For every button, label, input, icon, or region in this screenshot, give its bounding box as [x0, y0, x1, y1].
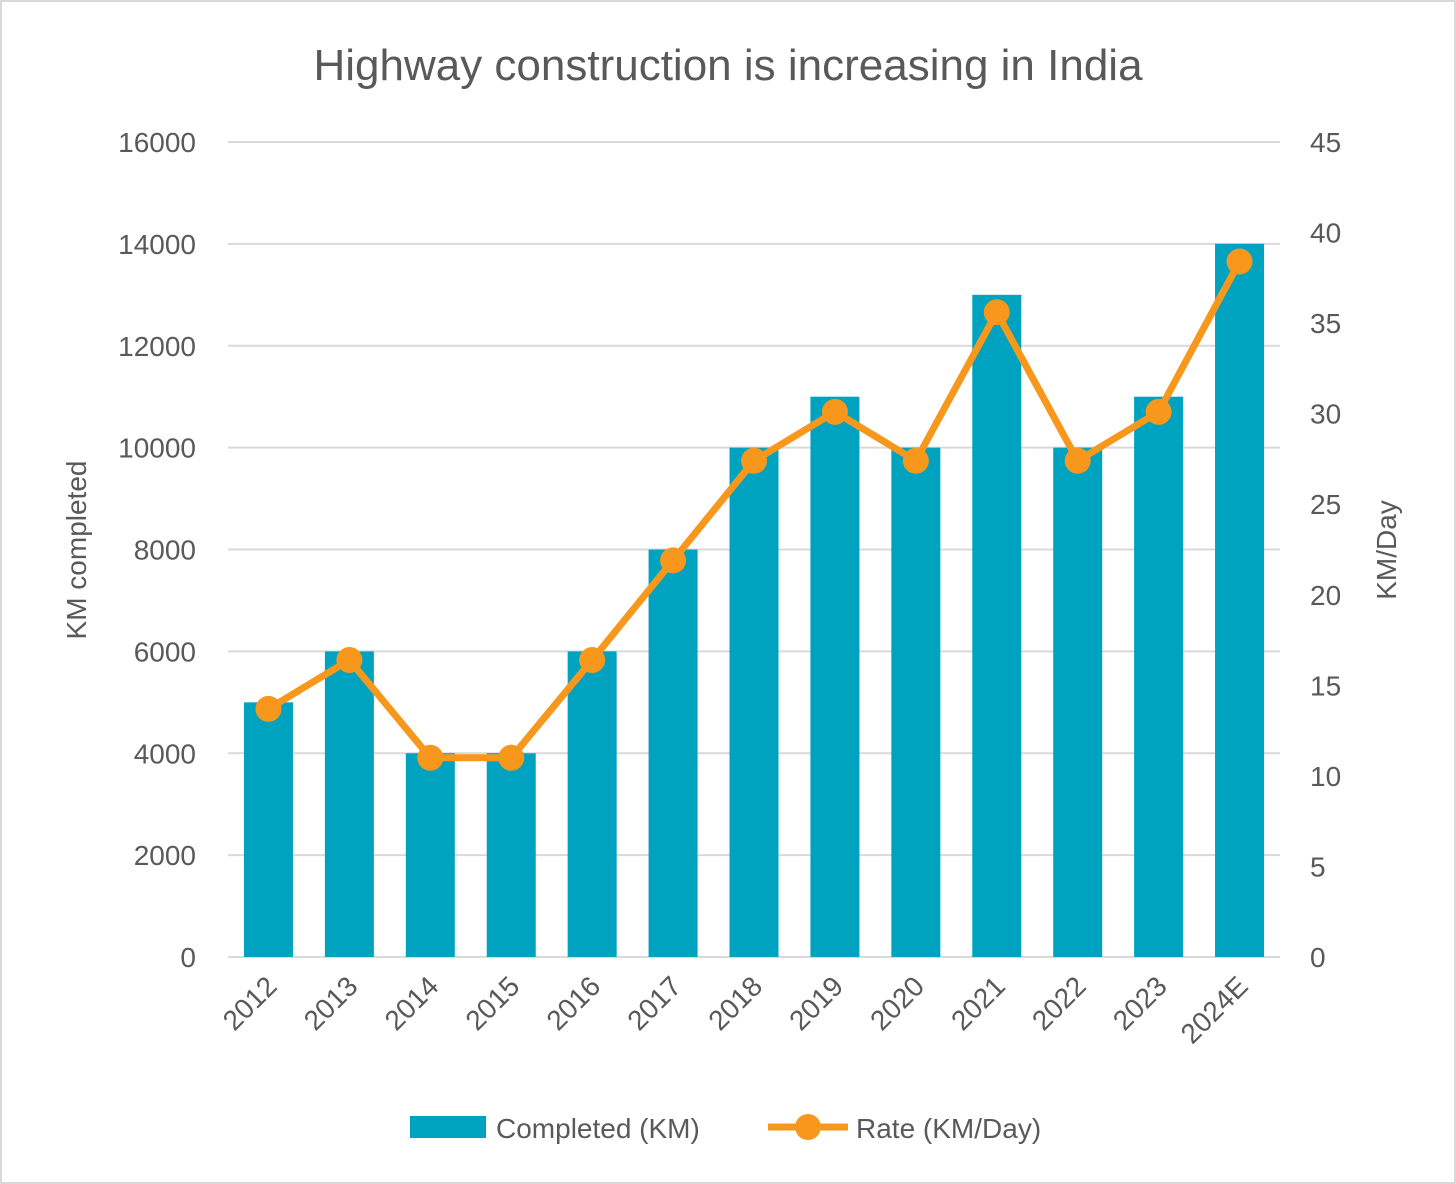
bar-2015	[486, 753, 536, 957]
bar-2017	[648, 549, 698, 957]
bar-2013	[324, 651, 374, 957]
left-tick-label: 8000	[134, 535, 196, 566]
rate-point-2013	[336, 646, 363, 673]
right-tick-label: 25	[1310, 489, 1341, 520]
x-tick-label: 2021	[945, 970, 1011, 1036]
rate-point-2023	[1145, 398, 1172, 425]
x-tick-label: 2020	[864, 970, 930, 1036]
bar-2016	[567, 651, 617, 957]
rate-point-2017	[660, 547, 687, 574]
rate-point-2020	[902, 447, 929, 474]
left-tick-label: 0	[180, 942, 196, 973]
left-axis-ticks: 0 2000 4000 6000 8000 10000 12000 14000 16000	[118, 127, 196, 973]
x-tick-label: 2012	[217, 970, 283, 1036]
rate-point-2024E	[1226, 248, 1253, 275]
x-tick-label: 2015	[460, 970, 526, 1036]
right-tick-label: 20	[1310, 580, 1341, 611]
left-tick-label: 14000	[118, 229, 196, 260]
rate-point-2014	[417, 744, 444, 771]
legend-bar-label: Completed (KM)	[496, 1113, 700, 1144]
line-series	[255, 248, 1253, 771]
right-axis-title: KM/Day	[1371, 500, 1402, 600]
right-tick-label: 15	[1310, 670, 1341, 701]
bar-2014	[405, 753, 455, 957]
bar-2018	[729, 447, 779, 957]
bar-2021	[972, 294, 1022, 957]
legend-bar-swatch	[410, 1116, 486, 1138]
x-tick-label: 2014	[379, 970, 445, 1036]
legend-line-marker	[795, 1114, 821, 1140]
rate-point-2015	[498, 744, 525, 771]
rate-point-2016	[579, 646, 606, 673]
left-axis-title: KM completed	[61, 461, 92, 640]
x-tick-label: 2018	[702, 970, 768, 1036]
x-tick-label: 2022	[1026, 970, 1092, 1036]
x-tick-label: 2017	[621, 970, 687, 1036]
x-tick-label: 2019	[783, 970, 849, 1036]
bar-2019	[810, 396, 860, 957]
rate-point-2018	[741, 447, 767, 474]
bar-2020	[891, 447, 941, 957]
right-tick-label: 5	[1310, 851, 1326, 882]
right-tick-label: 0	[1310, 942, 1326, 973]
legend-line-label: Rate (KM/Day)	[856, 1113, 1041, 1144]
right-tick-label: 40	[1310, 218, 1341, 249]
bar-series	[243, 243, 1265, 957]
bar-2023	[1134, 396, 1184, 957]
bar-2024E	[1215, 243, 1265, 957]
x-axis-ticks: 2012 2013 2014 2015 2016 2017 2018 2019 2020 2021…	[217, 970, 1254, 1049]
x-tick-label: 2016	[540, 970, 606, 1036]
rate-point-2021	[983, 299, 1010, 326]
right-axis-ticks: 0 5 10 15 20 25 30 35 40 45	[1310, 127, 1341, 973]
right-tick-label: 45	[1310, 127, 1341, 158]
chart-title: Highway construction is increasing in In…	[313, 41, 1143, 90]
x-tick-label: 2023	[1107, 970, 1173, 1036]
x-tick-label: 2024E	[1175, 970, 1254, 1049]
rate-point-2019	[821, 398, 848, 425]
x-tick-label: 2013	[298, 970, 364, 1036]
legend: Completed (KM) Rate (KM/Day)	[410, 1113, 1041, 1144]
rate-point-2022	[1064, 447, 1091, 474]
bar-2022	[1053, 447, 1103, 957]
right-tick-label: 35	[1310, 308, 1341, 339]
left-tick-label: 10000	[118, 433, 196, 464]
left-tick-label: 4000	[134, 738, 196, 769]
right-tick-label: 30	[1310, 399, 1341, 430]
left-tick-label: 16000	[118, 127, 196, 158]
right-tick-label: 10	[1310, 761, 1341, 792]
rate-point-2012	[255, 695, 282, 722]
left-tick-label: 12000	[118, 331, 196, 362]
left-tick-label: 6000	[134, 636, 196, 667]
bar-2012	[243, 702, 293, 957]
left-tick-label: 2000	[134, 840, 196, 871]
